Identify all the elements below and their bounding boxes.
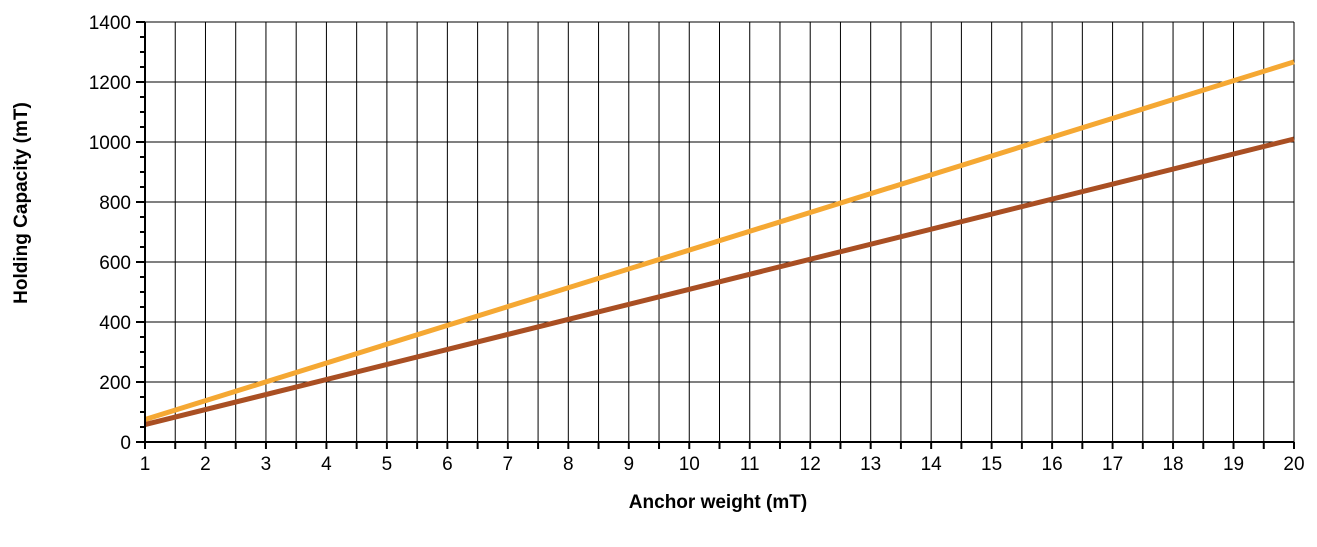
- y-axis-title: Holding Capacity (mT): [11, 102, 32, 304]
- x-tick-label: 10: [679, 454, 700, 475]
- y-tick-label: 1400: [89, 13, 131, 34]
- x-tick-label: 14: [921, 454, 943, 475]
- x-tick-label: 5: [382, 454, 393, 475]
- x-tick-label: 9: [624, 454, 635, 475]
- x-tick-label: 2: [200, 454, 211, 475]
- series-line-2: [144, 136, 1295, 428]
- x-tick-label: 11: [740, 454, 760, 475]
- y-tick-label: 600: [99, 253, 131, 274]
- x-tick-label: 3: [261, 454, 272, 475]
- x-tick-label: 18: [1162, 454, 1183, 475]
- series-layer: [144, 59, 1295, 428]
- y-tick-label: 1200: [89, 73, 131, 94]
- y-tick-label: 1000: [89, 133, 131, 154]
- x-axis-title: Anchor weight (mT): [629, 492, 807, 513]
- x-tick-label: 15: [981, 454, 1002, 475]
- x-tick-label: 12: [800, 454, 821, 475]
- axes: [136, 21, 1295, 449]
- x-tick-label: 4: [321, 454, 332, 475]
- x-tick-label: 7: [503, 454, 514, 475]
- x-tick-label: 1: [140, 454, 151, 475]
- x-tick-label: 17: [1102, 454, 1123, 475]
- x-tick-label: 19: [1223, 454, 1244, 475]
- x-tick-label: 20: [1283, 454, 1304, 475]
- x-tick-label: 13: [860, 454, 881, 475]
- y-tick-label: 800: [99, 193, 131, 214]
- x-tick-label: 8: [563, 454, 574, 475]
- y-tick-label: 200: [99, 373, 131, 394]
- grid: [145, 21, 1295, 442]
- x-tick-label: 6: [442, 454, 453, 475]
- y-tick-label: 0: [120, 433, 131, 454]
- x-tick-label: 16: [1042, 454, 1063, 475]
- y-tick-label: 400: [99, 313, 131, 334]
- series-line-1: [144, 59, 1295, 422]
